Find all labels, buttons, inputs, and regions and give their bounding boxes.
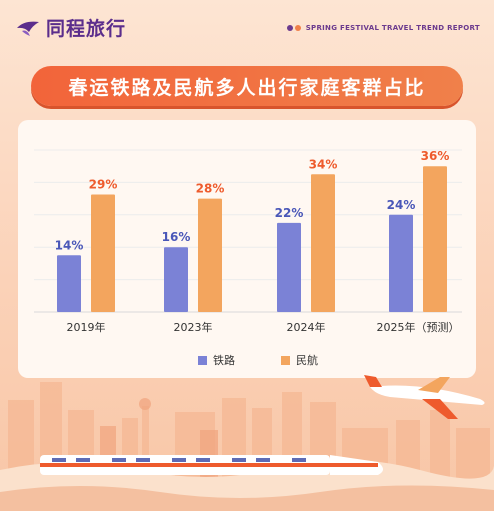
- data-label-rail-2: 22%: [275, 206, 304, 220]
- chart-legend: 铁路 民航: [198, 352, 318, 368]
- bar-air-0: [91, 194, 115, 312]
- bar-air-2: [311, 174, 335, 312]
- x-tick-label: 2024年: [287, 320, 326, 334]
- data-label-rail-1: 16%: [162, 230, 191, 244]
- logo-icon: [17, 21, 39, 36]
- legend-swatch-air: [281, 355, 290, 365]
- report-tag-text: SPRING FESTIVAL TRAVEL TREND REPORT: [305, 24, 480, 32]
- data-label-air-2: 34%: [309, 157, 338, 171]
- train-icon: [40, 455, 383, 475]
- legend-label-rail: 铁路: [213, 354, 235, 367]
- header: 同程旅行 SPRING FESTIVAL TRAVEL TREND REPORT: [0, 0, 494, 60]
- report-tag: SPRING FESTIVAL TRAVEL TREND REPORT: [286, 24, 480, 32]
- chart-title: 春运铁路及民航多人出行家庭客群占比: [68, 76, 426, 99]
- data-label-rail-0: 14%: [55, 238, 84, 252]
- x-tick-label: 2025年（预测）: [377, 320, 460, 334]
- x-tick-label: 2019年: [67, 320, 106, 334]
- bar-air-1: [198, 198, 222, 312]
- title-banner: 春运铁路及民航多人出行家庭客群占比: [31, 66, 463, 106]
- data-label-air-0: 29%: [89, 178, 118, 192]
- brand-name: 同程旅行: [46, 18, 127, 40]
- bar-chart: 14% 29% 2019年 16% 28% 2023年 22% 34% 2024年 24% 36% 2…: [34, 149, 462, 334]
- report-dots-icon: [286, 25, 301, 31]
- bar-air-3: [423, 166, 447, 312]
- bar-rail-2: [277, 222, 301, 312]
- bar-rail-3: [389, 214, 413, 312]
- city-train-illustration: [0, 375, 494, 511]
- data-label-air-3: 36%: [421, 149, 450, 163]
- legend-label-air: 民航: [296, 354, 318, 367]
- brand-logo: 同程旅行: [16, 14, 126, 41]
- legend-item-air: 民航: [281, 352, 318, 368]
- x-tick-label: 2023年: [174, 320, 213, 334]
- data-label-rail-3: 24%: [387, 198, 416, 212]
- bar-rail-0: [57, 255, 81, 312]
- data-label-air-1: 28%: [196, 182, 225, 196]
- legend-item-rail: 铁路: [198, 352, 235, 368]
- airplane-icon: [364, 375, 485, 419]
- bar-rail-1: [164, 247, 188, 312]
- chart-card: 14% 29% 2019年 16% 28% 2023年 22% 34% 2024年 24% 36% 2…: [18, 120, 476, 378]
- legend-swatch-rail: [198, 355, 207, 365]
